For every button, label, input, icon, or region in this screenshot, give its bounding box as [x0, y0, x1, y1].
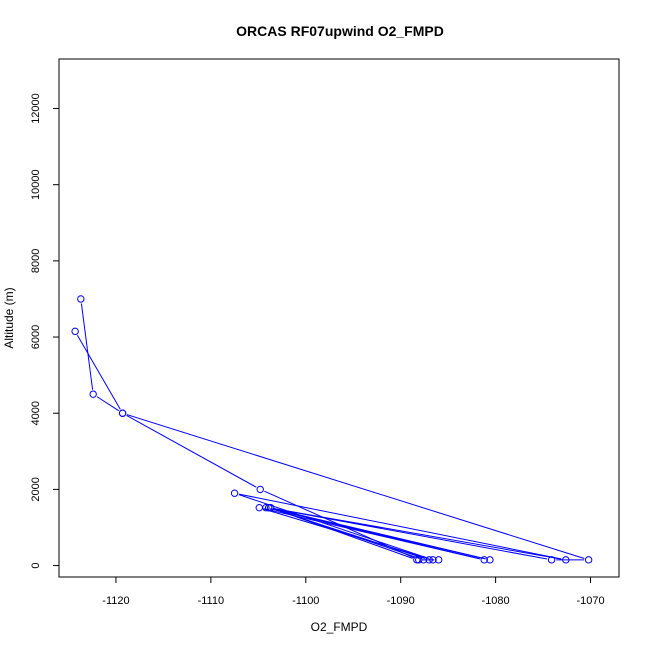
y-tick-label: 0	[30, 563, 42, 569]
series-segment	[96, 396, 120, 412]
series-segment	[263, 508, 480, 560]
data-point	[265, 503, 273, 512]
data-point	[413, 556, 421, 564]
y-tick-label: 10000	[30, 169, 42, 200]
series-layer	[71, 295, 593, 564]
x-axis: -1120 -1110 -1100 -1090 -1080 -1070	[102, 576, 605, 607]
y-tick-label: 12000	[30, 93, 42, 124]
x-tick-label: -1090	[387, 595, 415, 607]
series-segment	[76, 334, 121, 410]
x-axis-label: O2_FMPD	[311, 620, 368, 634]
series-segment	[238, 493, 562, 560]
data-point	[256, 485, 264, 494]
x-tick-label: -1100	[292, 595, 319, 607]
series-segment	[80, 303, 94, 390]
data-point	[584, 556, 593, 564]
x-tick-label: -1110	[198, 595, 225, 607]
y-tick-label: 6000	[30, 325, 42, 349]
chart-title: ORCAS RF07upwind O2_FMPD	[236, 23, 444, 39]
x-tick-label: -1120	[102, 595, 129, 607]
series-segment	[126, 414, 585, 559]
data-point	[266, 503, 275, 512]
y-axis-label: Altitude (m)	[2, 287, 16, 348]
data-point	[415, 556, 423, 564]
data-point	[77, 295, 85, 303]
y-tick-label: 2000	[30, 477, 42, 501]
y-axis: 0 2000 4000 6000 8000 10000 12000	[30, 93, 60, 569]
series-segment	[273, 508, 548, 560]
series-segment	[263, 508, 429, 560]
data-point	[547, 556, 556, 564]
data-point	[480, 556, 488, 564]
y-tick-label: 4000	[30, 401, 42, 425]
series-segment	[126, 414, 257, 488]
data-point	[230, 489, 239, 497]
data-point	[425, 556, 433, 564]
data-point	[562, 556, 570, 564]
data-point	[429, 556, 437, 564]
x-tick-label: -1070	[576, 595, 604, 607]
x-tick-label: -1080	[482, 595, 510, 607]
data-point	[486, 556, 494, 564]
data-point	[89, 390, 97, 398]
data-point	[118, 409, 127, 417]
data-point	[255, 503, 263, 512]
data-point	[434, 556, 443, 564]
y-tick-label: 8000	[30, 249, 42, 273]
data-point	[71, 327, 79, 336]
